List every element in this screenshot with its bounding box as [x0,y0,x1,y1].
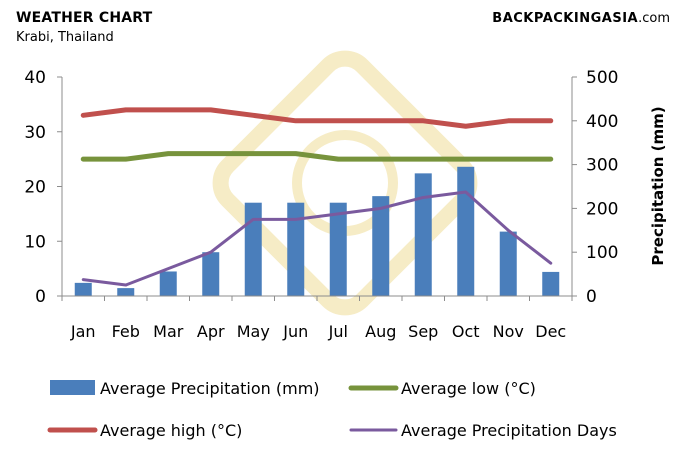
x-tick-label-apr: Apr [197,322,225,341]
brand-accent: ASIA [601,11,639,26]
x-tick-label-jun: Jun [282,322,308,341]
y2-tick-label: 400 [586,112,618,132]
average-high-line [80,107,554,129]
y2-axis-label: Precipitation (mm) [649,106,667,265]
brand-logo: BACKPACKINGASIA.com [492,11,670,26]
legend-average-low: Average low (°C) [348,379,536,398]
legend-swatch-bar [50,380,95,395]
precipitation-bar-may [244,202,262,296]
brand-domain: .com [638,11,670,26]
x-tick-label-mar: Mar [153,322,184,341]
legend-average-high: Average high (°C) [47,421,242,440]
brand-main: BACKPACKING [492,11,602,26]
y-tick-label: 10 [24,232,46,252]
precipitation-bar-aug [372,196,390,296]
precipitation-bar-sep [414,173,432,296]
y2-tick-label: 500 [586,68,618,88]
series-lines [80,107,554,287]
y-tick-label: 0 [35,287,46,307]
precipitation-bar-oct [457,166,475,296]
precipitation-bars [74,166,560,296]
legend-label: Average low (°C) [401,379,536,398]
precipitation-bar-jul [329,202,347,296]
legend-label: Average Precipitation (mm) [100,379,320,398]
precipitation-bar-apr [202,252,220,296]
precipitation-bar-jan [74,282,92,296]
y2-tick-label: 100 [586,243,618,263]
y-tick-label: 30 [24,123,46,143]
y2-tick-label: 0 [586,287,597,307]
legend-label: Average Precipitation Days [401,421,617,440]
precipitation-bar-nov [499,231,517,296]
y2-tick-label: 300 [586,156,618,176]
legend-label: Average high (°C) [100,421,242,440]
legend: Average Precipitation (mm) Average low (°… [47,379,617,440]
legend-precipitation: Average Precipitation (mm) [50,379,320,398]
y2-tick-label: 200 [586,199,618,219]
x-tick-label-feb: Feb [112,322,140,341]
precipitation-days-line [81,190,553,287]
y-tick-label: 20 [24,178,46,198]
average-low-line [80,151,554,162]
x-tick-label-nov: Nov [493,322,524,341]
x-tick-label-oct: Oct [452,322,480,341]
x-tick-label-sep: Sep [408,322,438,341]
precipitation-bar-dec [542,271,560,296]
x-tick-label-jul: Jul [328,322,348,341]
chart-title: WEATHER CHART [16,10,153,26]
watermark-diamond [212,50,478,316]
precipitation-bar-jun [287,202,305,296]
precipitation-bar-mar [159,271,177,296]
x-tick-label-may: May [237,322,270,341]
precipitation-bar-feb [117,288,135,296]
y-tick-label: 40 [24,68,46,88]
x-tick-label-dec: Dec [535,322,566,341]
chart-subtitle: Krabi, Thailand [16,30,114,45]
x-tick-label-jan: Jan [70,322,96,341]
legend-precipitation-days: Average Precipitation Days [349,421,617,440]
x-tick-label-aug: Aug [365,322,396,341]
